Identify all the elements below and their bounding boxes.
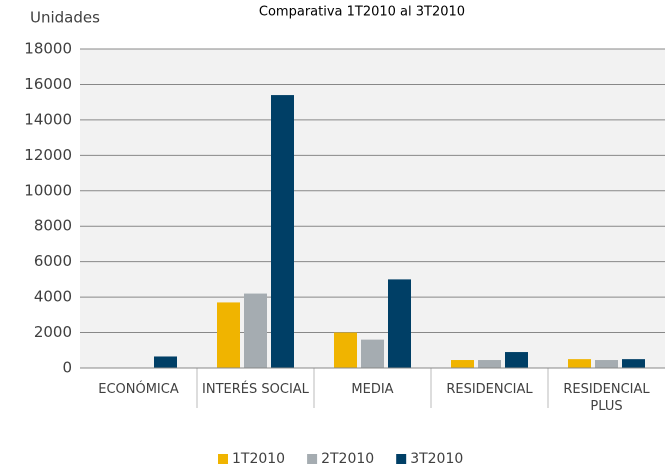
- x-tick-label: MEDIA: [351, 382, 394, 397]
- y-tick-label: 14000: [24, 110, 72, 128]
- legend-swatch: [307, 454, 318, 464]
- bar: [595, 360, 618, 368]
- plot-area: [80, 49, 665, 368]
- x-tick-label: ECONÓMICA: [98, 382, 179, 397]
- x-tick-label: INTERÉS SOCIAL: [202, 382, 309, 397]
- y-tick-label: 8000: [34, 217, 72, 235]
- y-tick-label: 4000: [34, 288, 72, 306]
- legend-label: 2T2010: [321, 451, 374, 467]
- legend-swatch: [396, 454, 407, 464]
- x-tick-label: RESIDENCIAL PLUS: [563, 382, 650, 414]
- y-tick-label: 0: [62, 359, 72, 377]
- legend-swatch: [218, 454, 228, 464]
- legend-label: 1T2010: [232, 451, 285, 467]
- bar: [451, 360, 474, 368]
- bar: [334, 332, 357, 368]
- x-tick-label: RESIDENCIAL: [446, 382, 533, 397]
- bar: [505, 352, 528, 368]
- legend-label: 3T2010: [410, 451, 463, 467]
- y-tick-label: 12000: [24, 146, 72, 164]
- y-tick-label: 6000: [34, 252, 72, 270]
- bar: [568, 359, 591, 368]
- chart-title: Comparativa 1T2010 al 3T2010: [259, 5, 465, 20]
- bar: [217, 302, 240, 368]
- bar: [154, 356, 177, 368]
- bar: [478, 360, 501, 368]
- bar: [622, 359, 645, 368]
- bar: [271, 95, 294, 369]
- bar: [244, 293, 267, 368]
- bar: [361, 339, 384, 368]
- y-tick-label: 16000: [24, 75, 72, 93]
- bar: [388, 279, 411, 368]
- y-tick-label: 10000: [24, 181, 72, 199]
- y-tick-label: 2000: [34, 323, 72, 341]
- y-axis-label: Unidades: [30, 9, 100, 27]
- y-tick-label: 18000: [24, 40, 72, 58]
